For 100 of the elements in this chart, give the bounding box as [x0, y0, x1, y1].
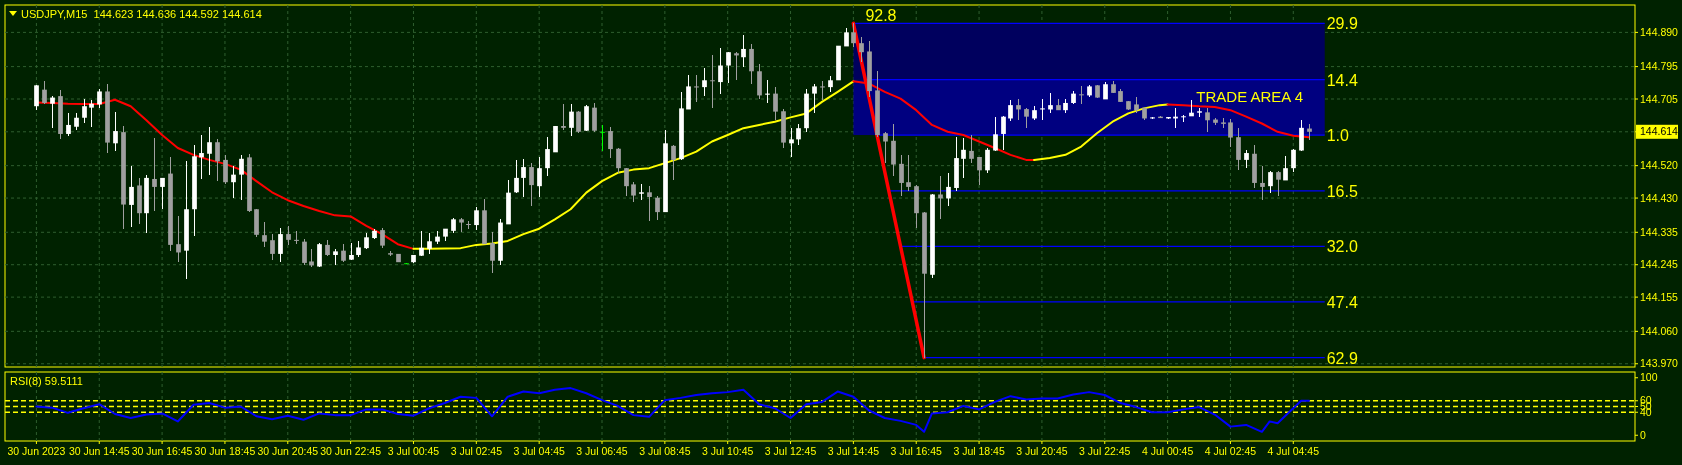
candlestick [1048, 92, 1053, 115]
candlestick [231, 165, 236, 199]
candlestick [765, 79, 770, 104]
candlestick [152, 137, 157, 212]
candlestick [270, 233, 275, 261]
candlestick [380, 226, 385, 250]
candlestick [215, 138, 220, 182]
candlestick [160, 177, 165, 210]
x-tick-label: 3 Jul 12:45 [764, 445, 817, 457]
candlestick [89, 99, 94, 128]
x-tick-label: 3 Jul 08:45 [639, 445, 691, 457]
candlestick [891, 123, 896, 177]
candlestick [341, 243, 346, 263]
y-tick-label: 144.795 [1640, 60, 1679, 73]
candlestick [514, 159, 519, 194]
x-tick-label: 4 Jul 00:45 [1141, 445, 1194, 457]
x-tick-label: 3 Jul 06:45 [576, 445, 628, 457]
y-tick-label: 144.614 [1640, 125, 1679, 138]
candlestick [977, 156, 982, 186]
candlestick [1291, 147, 1296, 173]
candlestick [34, 84, 39, 111]
line-series [1033, 103, 1169, 161]
y-tick-label: 143.970 [1640, 357, 1679, 370]
candlestick [1040, 97, 1045, 122]
candlestick [1268, 169, 1273, 194]
y-tick-label: 144.520 [1640, 159, 1679, 172]
x-tick-label: 30 Jun 2023 [7, 445, 66, 457]
candlestick [671, 144, 676, 181]
y-tick-label: 144.155 [1640, 290, 1679, 303]
x-tick-label: 3 Jul 20:45 [1016, 445, 1068, 457]
candlestick [569, 103, 574, 138]
candlestick [883, 131, 888, 164]
candlestick [969, 134, 974, 164]
candlestick [1244, 149, 1249, 169]
x-tick-label: 30 Jun 22:45 [320, 445, 382, 457]
candlestick [1236, 127, 1241, 172]
x-tick-label: 3 Jul 00:45 [387, 445, 440, 457]
candlestick [113, 111, 118, 152]
candlestick [961, 137, 966, 179]
x-tick-label: 30 Jun 18:45 [194, 445, 256, 457]
candlestick [129, 164, 134, 228]
candlestick [545, 136, 550, 177]
x-tick-label: 3 Jul 22:45 [1079, 445, 1131, 457]
candlestick [302, 238, 307, 266]
candlestick [734, 51, 739, 82]
candlestick [624, 167, 629, 197]
candlestick [309, 248, 314, 268]
y-tick-label: 144.430 [1640, 191, 1679, 204]
candlestick [1276, 170, 1281, 198]
annotation: 62.9 [1326, 349, 1358, 367]
annotation: 16.5 [1326, 182, 1358, 200]
chart-title: USDJPY,M15 144.623 144.636 144.592 144.614 [21, 8, 262, 20]
candlestick [859, 35, 864, 64]
candlestick [608, 126, 613, 159]
annotation: 1.0 [1326, 127, 1350, 145]
candlestick [702, 66, 707, 97]
candlestick [1299, 118, 1304, 152]
x-tick-label: 4 Jul 04:45 [1267, 445, 1320, 457]
line-series [35, 387, 1310, 433]
candlestick [1260, 165, 1265, 201]
x-tick-label: 30 Jun 14:45 [68, 445, 130, 457]
candlestick [1228, 118, 1233, 148]
y-tick-label: 100 [1640, 371, 1658, 384]
y-tick-label: 144.890 [1640, 26, 1679, 39]
candlestick [749, 43, 754, 85]
candlestick [938, 175, 943, 221]
candlestick [710, 53, 715, 109]
x-tick-label: 4 Jul 02:45 [1204, 445, 1257, 457]
y-tick-label: 144.245 [1640, 258, 1679, 271]
candlestick [686, 73, 691, 111]
candlestick [97, 87, 102, 110]
candlestick [199, 134, 204, 180]
candlestick [993, 115, 998, 152]
candlestick [66, 112, 71, 138]
candlestick [1016, 97, 1021, 122]
candlestick [278, 226, 283, 263]
candlestick [726, 51, 731, 84]
annotation: 29.9 [1326, 15, 1358, 33]
y-tick-label: 0 [1640, 428, 1646, 441]
candlestick [820, 80, 825, 101]
candlestick [718, 47, 723, 95]
y-tick-label: 144.335 [1640, 225, 1679, 238]
candlestick [207, 126, 212, 176]
annotation: 14.4 [1326, 71, 1358, 89]
candlestick [490, 231, 495, 274]
candlestick [1283, 155, 1288, 182]
candlestick [1001, 115, 1006, 151]
candlestick [906, 154, 911, 192]
candlestick [82, 97, 87, 124]
candlestick [592, 102, 597, 133]
candlestick [655, 194, 660, 221]
x-tick-label: 30 Jun 20:45 [257, 445, 319, 457]
candlestick [176, 215, 181, 263]
candlestick [50, 95, 55, 129]
candlestick [985, 147, 990, 174]
band-label: TRADE AREA 4 [1196, 88, 1304, 106]
candlestick [631, 181, 636, 203]
candlestick [647, 185, 652, 222]
y-tick-label: 144.060 [1640, 325, 1679, 338]
candlestick [851, 22, 856, 48]
